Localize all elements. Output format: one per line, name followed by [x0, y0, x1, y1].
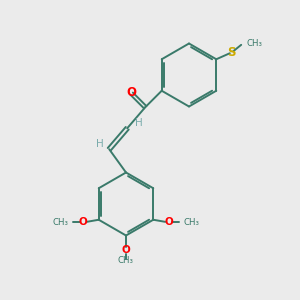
- Text: O: O: [164, 217, 173, 226]
- Text: O: O: [79, 217, 88, 226]
- Text: CH₃: CH₃: [247, 39, 262, 48]
- Text: O: O: [126, 86, 136, 99]
- Text: H: H: [135, 118, 142, 128]
- Text: H: H: [96, 139, 104, 149]
- Text: S: S: [227, 46, 236, 59]
- Text: CH₃: CH₃: [183, 218, 199, 227]
- Text: CH₃: CH₃: [53, 218, 69, 227]
- Text: O: O: [122, 245, 130, 255]
- Text: CH₃: CH₃: [118, 256, 134, 265]
